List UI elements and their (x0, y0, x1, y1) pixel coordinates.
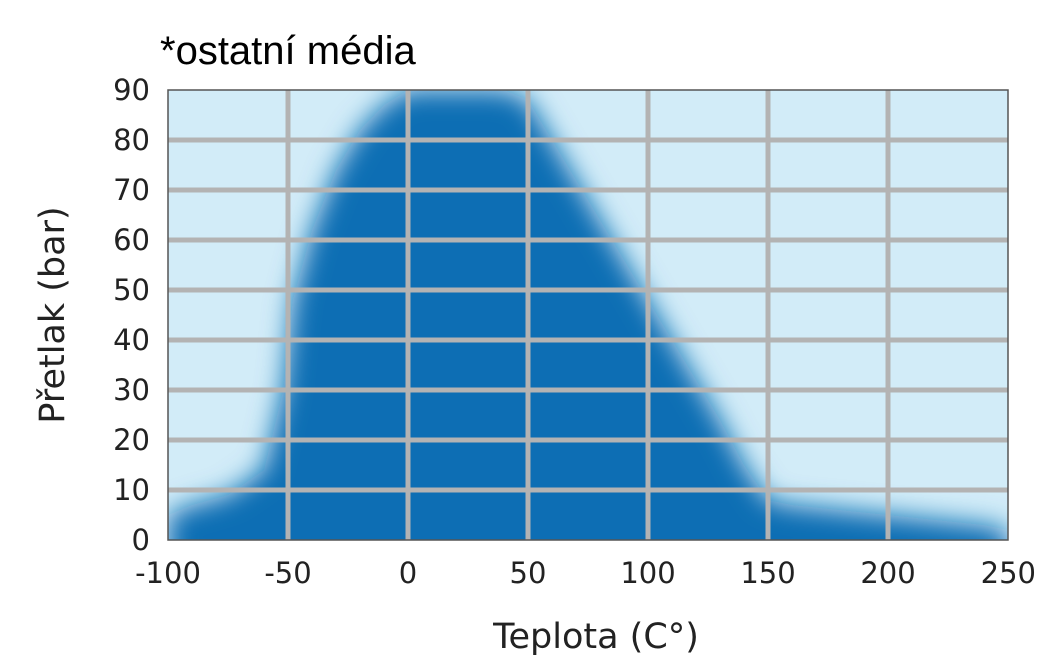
x-tick-label: -100 (135, 556, 201, 590)
chart-title: *ostatní média (160, 29, 416, 73)
y-tick-label: 50 (113, 273, 150, 307)
x-tick-label: 0 (399, 556, 417, 590)
y-tick-label: 90 (113, 73, 150, 107)
x-axis-ticks: -100 -50 0 50 100 150 200 250 (135, 556, 1036, 590)
y-tick-label: 60 (113, 223, 150, 257)
y-tick-label: 0 (132, 523, 150, 557)
x-tick-label: 150 (740, 556, 795, 590)
y-tick-label: 20 (113, 423, 150, 457)
operating-area (168, 90, 1008, 540)
x-tick-label: 200 (860, 556, 915, 590)
y-tick-label: 40 (113, 323, 150, 357)
y-tick-label: 10 (113, 473, 150, 507)
x-tick-label: 100 (620, 556, 675, 590)
y-tick-label: 70 (113, 173, 150, 207)
x-tick-label: 250 (981, 556, 1036, 590)
x-tick-label: 50 (510, 556, 547, 590)
y-tick-label: 30 (113, 373, 150, 407)
y-axis-ticks: 0 10 20 30 40 50 60 70 80 90 (113, 73, 150, 557)
y-tick-label: 80 (113, 123, 150, 157)
y-axis-label: Přetlak (bar) (33, 206, 73, 423)
x-axis-label: Teplota (C°) (492, 617, 699, 657)
plot-border (167, 89, 1009, 541)
x-tick-label: -50 (264, 556, 311, 590)
grid-lines (168, 90, 1008, 540)
